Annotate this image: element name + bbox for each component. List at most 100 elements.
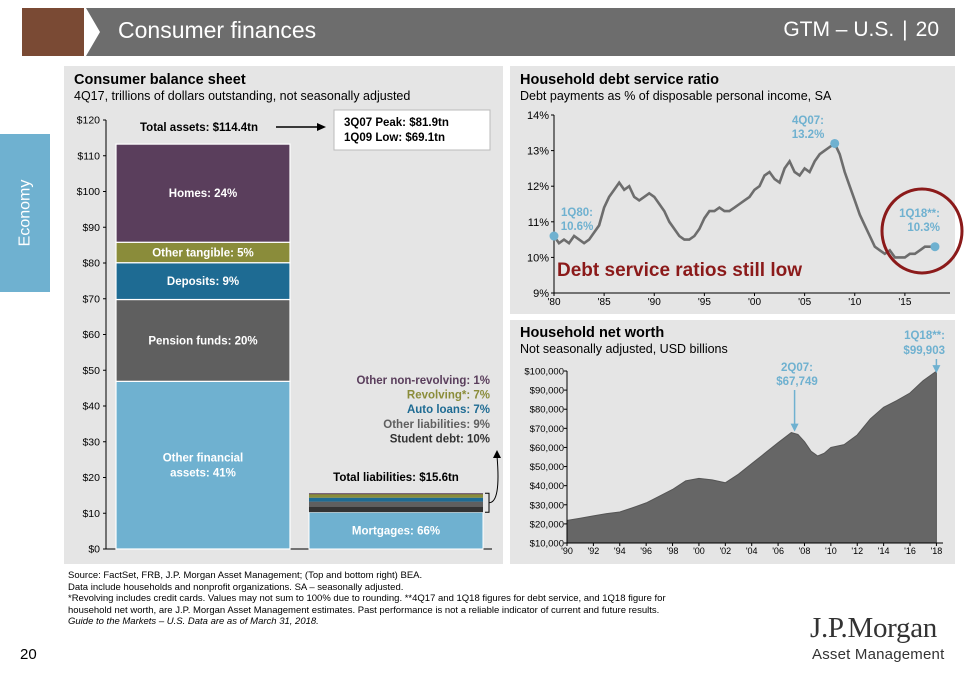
asset-segment-label: Deposits: 9% <box>167 276 239 288</box>
liability-segment <box>309 493 483 498</box>
asset-segment-label: Homes: 24% <box>169 188 237 200</box>
footnote-estimates: household net worth, are J.P. Morgan Ass… <box>68 604 660 616</box>
callout-peak: 3Q07 Peak: $81.9tn <box>344 117 449 129</box>
liability-legend-item: Other liabilities: 9% <box>383 419 490 431</box>
x-tick-label: '10 <box>848 297 861 308</box>
y-tick-label: $20 <box>82 472 100 484</box>
y-tick-label: $90 <box>82 222 100 234</box>
header-page-number: 20 <box>915 18 939 41</box>
liability-segment <box>309 497 483 502</box>
side-tab <box>0 134 50 292</box>
y-tick-label: $100,000 <box>524 367 564 378</box>
x-tick-label: '95 <box>698 297 711 308</box>
y-tick-label: $110 <box>77 150 100 162</box>
header-separator: | <box>902 18 908 41</box>
header-accent-block <box>22 8 84 56</box>
y-tick-label: $10,000 <box>530 539 564 550</box>
x-tick-label: '16 <box>904 546 916 556</box>
x-tick-label: '10 <box>825 546 837 556</box>
liability-label-mortgages: Mortgages: 66% <box>352 526 440 538</box>
asset-segment <box>115 380 291 550</box>
total-assets-arrowhead <box>317 123 326 132</box>
annotation-end-date: 1Q18**: <box>904 330 945 342</box>
y-tick-label: 10% <box>527 252 549 264</box>
liability-segment <box>309 493 483 495</box>
asset-segment-label: Other tangible: 5% <box>152 247 254 259</box>
debt-service-subtitle: Debt payments as % of disposable persona… <box>520 89 832 103</box>
y-tick-label: $60,000 <box>530 443 564 454</box>
callout-low: 1Q09 Low: $69.1tn <box>344 132 445 144</box>
liability-legend-item: Auto loans: 7% <box>407 404 490 416</box>
footnote-data: Data include households and nonprofit or… <box>68 581 404 593</box>
liability-legend-item: Student debt: 10% <box>390 433 490 445</box>
footnote-guide: Guide to the Markets – U.S. Data are as … <box>68 616 319 627</box>
x-tick-label: '90 <box>561 546 573 556</box>
x-tick-label: '92 <box>588 546 600 556</box>
annotation-peak-date: 4Q07: <box>792 115 824 127</box>
x-tick-label: '04 <box>746 546 758 556</box>
x-tick-label: '05 <box>798 297 811 308</box>
header-product: GTM – U.S. | 20 <box>783 18 939 42</box>
annotation-peak-value: $67,749 <box>776 376 818 388</box>
asset-segment <box>115 298 291 382</box>
total-liabilities-label: Total liabilities: $15.6tn <box>333 472 459 484</box>
headline-annotation: Debt service ratios still low <box>557 260 802 281</box>
y-tick-label: $70 <box>82 293 100 305</box>
net-worth-subtitle: Not seasonally adjusted, USD billions <box>520 342 728 356</box>
x-tick-label: '98 <box>667 546 679 556</box>
x-tick-label: '14 <box>878 546 890 556</box>
balance-sheet-chart: $0 $10 $20 $30 $40 $50 $60 $70 $80 $90 $100 $110 $12… <box>77 109 501 556</box>
asset-segment <box>115 143 291 243</box>
data-marker <box>549 231 559 241</box>
y-tick-label: $30 <box>82 436 100 448</box>
annotation-end-value: $99,903 <box>903 345 945 357</box>
y-tick-label: $100 <box>77 186 101 198</box>
logo-subtitle: Asset Management <box>812 646 945 663</box>
y-tick-label: 14% <box>527 110 549 122</box>
footnote-revolving: *Revolving includes credit cards. Values… <box>68 593 666 604</box>
liability-bracket <box>485 492 490 513</box>
net-worth-title: Household net worth <box>520 325 665 341</box>
y-tick-label: $90,000 <box>530 386 564 397</box>
jpmorgan-logo: J.P.Morgan <box>810 612 937 644</box>
liability-arrow <box>488 455 499 504</box>
peak-low-callout-box <box>333 109 491 151</box>
page-title: Consumer finances <box>118 17 317 43</box>
liability-arrowhead <box>493 450 501 458</box>
x-tick-label: '96 <box>640 546 652 556</box>
y-tick-label: $80 <box>82 258 100 270</box>
x-tick-label: '15 <box>898 297 911 308</box>
y-tick-label: $60 <box>82 329 100 341</box>
y-tick-label: $50,000 <box>530 462 564 473</box>
y-tick-label: $80,000 <box>530 405 564 416</box>
x-tick-label: '80 <box>547 297 560 308</box>
balance-sheet-title: Consumer balance sheet <box>74 72 246 88</box>
liability-segment-mortgages <box>308 511 484 550</box>
annotation-start-date: 1Q80: <box>561 207 593 219</box>
footnote-source: Source: FactSet, FRB, J.P. Morgan Asset … <box>68 570 423 581</box>
asset-segment-label: Other financial <box>163 453 244 465</box>
y-tick-label: $20,000 <box>530 519 564 530</box>
total-assets-label: Total assets: $114.4tn <box>140 122 258 134</box>
asset-segment-label: Pension funds: 20% <box>148 335 257 347</box>
annotation-end-value: 10.3% <box>907 222 940 234</box>
debt-service-chart: 9% 10% 11% 12% 13% 14% '80 '85 '90 '95 '00 '05 '10 '1… <box>527 110 964 308</box>
header-bar <box>86 8 955 56</box>
x-tick-label: '85 <box>598 297 611 308</box>
page-number: 20 <box>20 646 37 663</box>
asset-segment-label: assets: 41% <box>170 468 236 480</box>
debt-service-title: Household debt service ratio <box>520 72 720 88</box>
data-marker <box>830 138 840 148</box>
annotation-peak-date: 2Q07: <box>781 362 813 374</box>
y-tick-label: 11% <box>528 217 549 229</box>
product-name: GTM – U.S. <box>783 18 895 41</box>
annotation-end-date: 1Q18**: <box>899 208 940 220</box>
x-tick-label: '12 <box>851 546 863 556</box>
x-tick-label: '90 <box>648 297 661 308</box>
y-tick-label: $50 <box>82 365 100 377</box>
x-tick-label: '08 <box>799 546 811 556</box>
y-tick-label: 13% <box>527 146 549 158</box>
footnotes: Source: FactSet, FRB, J.P. Morgan Asset … <box>68 570 788 628</box>
y-tick-label: 9% <box>533 288 549 300</box>
